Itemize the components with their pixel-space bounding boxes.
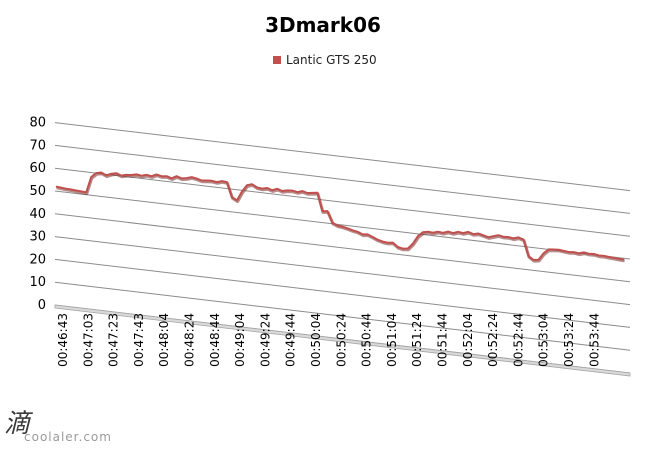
gridline [54,144,631,214]
plot-floor [54,304,631,377]
y-tick-label: 20 [29,252,46,267]
gridline [54,167,631,237]
legend-label: Lantic GTS 250 [286,53,377,67]
x-tick-label: 00:51:24 [410,313,424,367]
gridline [54,281,631,351]
x-tick-label: 00:52:24 [486,313,500,367]
gridline [54,190,631,260]
x-tick-label: 00:52:04 [461,313,475,367]
x-tick-label: 00:48:04 [157,313,171,367]
legend-swatch [273,56,281,64]
y-tick-label: 50 [29,184,46,199]
x-tick-label: 00:47:23 [107,313,121,367]
series-line [55,171,625,261]
legend: Lantic GTS 250 [273,53,377,67]
x-tick-label: 00:49:24 [258,313,272,367]
gridline [54,213,631,283]
x-tick-label: 00:52:44 [511,313,525,367]
x-tick-label: 00:49:44 [284,313,298,367]
x-tick-label: 00:47:43 [132,313,146,367]
x-tick-label: 00:53:04 [537,313,551,367]
x-tick-label: 00:48:44 [208,313,222,367]
x-tick-label: 00:53:44 [587,313,601,367]
gridline [54,122,631,192]
x-tick-label: 00:49:04 [233,313,247,367]
x-tick-label: 00:51:44 [436,313,450,367]
gridline [54,258,631,328]
x-tick-label: 00:51:04 [385,313,399,367]
gridlines [54,122,631,374]
gridline [54,236,631,306]
chart-title: 3Dmark06 [265,13,381,37]
plot-floor-strip [54,304,631,377]
y-tick-label: 30 [29,230,46,245]
y-tick-label: 40 [29,207,46,222]
y-tick-label: 70 [29,138,46,153]
y-tick-label: 10 [29,275,46,290]
watermark-logo: 滴 [4,409,34,439]
y-tick-label: 0 [38,298,46,313]
x-tick-label: 00:50:24 [334,313,348,367]
x-tick-label: 00:53:24 [562,313,576,367]
y-tick-label: 80 [29,116,46,131]
x-tick-label: 00:50:04 [309,313,323,367]
x-tick-label: 00:46:43 [56,313,70,367]
x-tick-label: 00:50:44 [360,313,374,367]
y-axis: 0 10 20 30 40 50 60 70 80 [29,116,46,313]
y-tick-label: 60 [29,161,46,176]
watermark: 滴 coolaler.com [4,409,112,444]
x-axis: 00:46:43 00:47:03 00:47:23 00:47:43 00:48:04… [56,313,601,367]
x-tick-label: 00:47:03 [81,313,95,367]
watermark-text: coolaler.com [24,430,112,444]
x-tick-label: 00:48:24 [183,313,197,367]
